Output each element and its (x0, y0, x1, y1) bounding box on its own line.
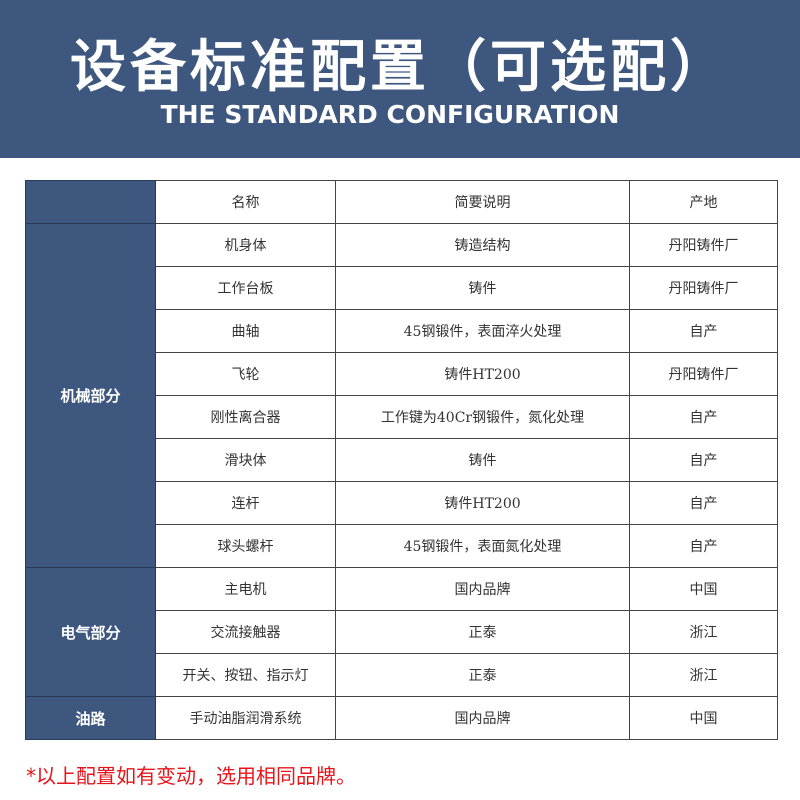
header-cell-name: 名称 (155, 180, 336, 224)
origin-cell: 自产 (629, 524, 778, 568)
description-cell: 铸造结构 (335, 223, 630, 267)
origin-cell: 丹阳铸件厂 (629, 266, 778, 310)
header-cell-category (25, 180, 156, 224)
origin-cell: 浙江 (629, 653, 778, 697)
name-cell: 曲轴 (155, 309, 336, 353)
header-banner: 设备标准配置（可选配） THE STANDARD CONFIGURATION (0, 0, 800, 158)
header-cell-origin: 产地 (629, 180, 778, 224)
footnote: *以上配置如有变动，选用相同品牌。 (26, 764, 356, 788)
table-row: 飞轮 铸件HT200 丹阳铸件厂 (26, 352, 778, 396)
description-cell: 45钢锻件，表面氮化处理 (335, 524, 630, 568)
description-cell: 铸件HT200 (335, 481, 630, 525)
origin-cell: 自产 (629, 481, 778, 525)
origin-cell: 自产 (629, 395, 778, 439)
table-row: 球头螺杆 45钢锻件，表面氮化处理 自产 (26, 524, 778, 568)
table-row: 电气部分 主电机 国内品牌 中国 (25, 567, 778, 697)
description-cell: 正泰 (335, 653, 630, 697)
category-cell: 机械部分 (25, 223, 156, 568)
origin-cell: 自产 (629, 438, 778, 482)
category-cell: 油路 (25, 696, 156, 740)
name-cell: 手动油脂润滑系统 (155, 696, 336, 740)
table-row: 刚性离合器 工作键为40Cr钢锻件，氮化处理 自产 (26, 395, 778, 439)
origin-cell: 丹阳铸件厂 (629, 352, 778, 396)
name-cell: 主电机 (155, 567, 336, 611)
origin-cell: 自产 (629, 309, 778, 353)
origin-cell: 丹阳铸件厂 (629, 223, 778, 267)
origin-cell: 浙江 (629, 610, 778, 654)
table-row: 机械部分 机身体 铸造结构 丹阳铸件厂 (25, 223, 778, 568)
description-cell: 工作键为40Cr钢锻件，氮化处理 (335, 395, 630, 439)
origin-cell: 中国 (629, 567, 778, 611)
table-row: 开关、按钮、指示灯 正泰 浙江 (26, 653, 778, 697)
name-cell: 球头螺杆 (155, 524, 336, 568)
configuration-table: 名称 简要说明 产地 机械部分 机身体 铸造结构 丹阳铸件厂 工作台板 铸件 丹阳铸件厂 曲轴… (25, 180, 778, 740)
name-cell: 刚性离合器 (155, 395, 336, 439)
name-cell: 机身体 (155, 223, 336, 267)
name-cell: 飞轮 (155, 352, 336, 396)
name-cell: 交流接触器 (155, 610, 336, 654)
name-cell: 开关、按钮、指示灯 (155, 653, 336, 697)
table-row: 油路 手动油脂润滑系统 国内品牌 中国 (25, 696, 778, 740)
description-cell: 铸件 (335, 266, 630, 310)
description-cell: 国内品牌 (335, 696, 630, 740)
name-cell: 滑块体 (155, 438, 336, 482)
table-row: 曲轴 45钢锻件，表面淬火处理 自产 (26, 309, 778, 353)
description-cell: 铸件HT200 (335, 352, 630, 396)
name-cell: 工作台板 (155, 266, 336, 310)
table-row: 滑块体 铸件 自产 (26, 438, 778, 482)
category-cell: 电气部分 (25, 567, 156, 697)
table-header-row: 名称 简要说明 产地 (25, 180, 778, 224)
table-row: 交流接触器 正泰 浙江 (26, 610, 778, 654)
table-row: 工作台板 铸件 丹阳铸件厂 (26, 266, 778, 310)
description-cell: 铸件 (335, 438, 630, 482)
origin-cell: 中国 (629, 696, 778, 740)
page-title: 设备标准配置（可选配） (70, 35, 730, 100)
name-cell: 连杆 (155, 481, 336, 525)
header-cell-description: 简要说明 (335, 180, 630, 224)
description-cell: 正泰 (335, 610, 630, 654)
description-cell: 国内品牌 (335, 567, 630, 611)
table-row: 连杆 铸件HT200 自产 (26, 481, 778, 525)
page-subtitle: THE STANDARD CONFIGURATION (160, 100, 620, 129)
description-cell: 45钢锻件，表面淬火处理 (335, 309, 630, 353)
